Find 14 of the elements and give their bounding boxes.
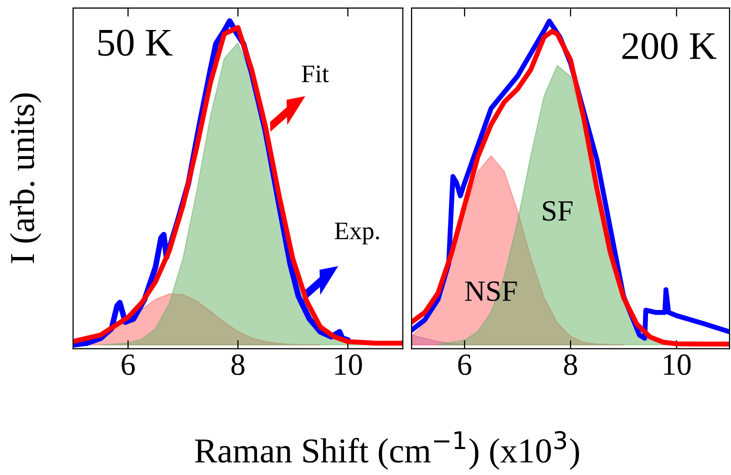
series-label: Fit bbox=[302, 66, 329, 82]
x-tick-label: 10 bbox=[664, 354, 691, 376]
x-tick-label: 10 bbox=[335, 354, 362, 376]
x-tick-label: 6 bbox=[122, 354, 135, 376]
annotation: 50 K bbox=[98, 30, 172, 56]
x-axis-title: Raman Shift (cm$^{−1}$) (x10$^{3}$) bbox=[195, 431, 580, 470]
series-label: SF bbox=[543, 201, 572, 221]
x-tick-label: 6 bbox=[458, 354, 472, 376]
y-axis-title: I (arb. units) bbox=[10, 93, 42, 264]
x-tick-label: 8 bbox=[564, 354, 578, 376]
annotation: 200 K bbox=[622, 33, 716, 60]
series-label: Exp. bbox=[334, 222, 379, 244]
series-label: NSF bbox=[465, 281, 517, 302]
x-tick-label: 8 bbox=[231, 354, 244, 376]
